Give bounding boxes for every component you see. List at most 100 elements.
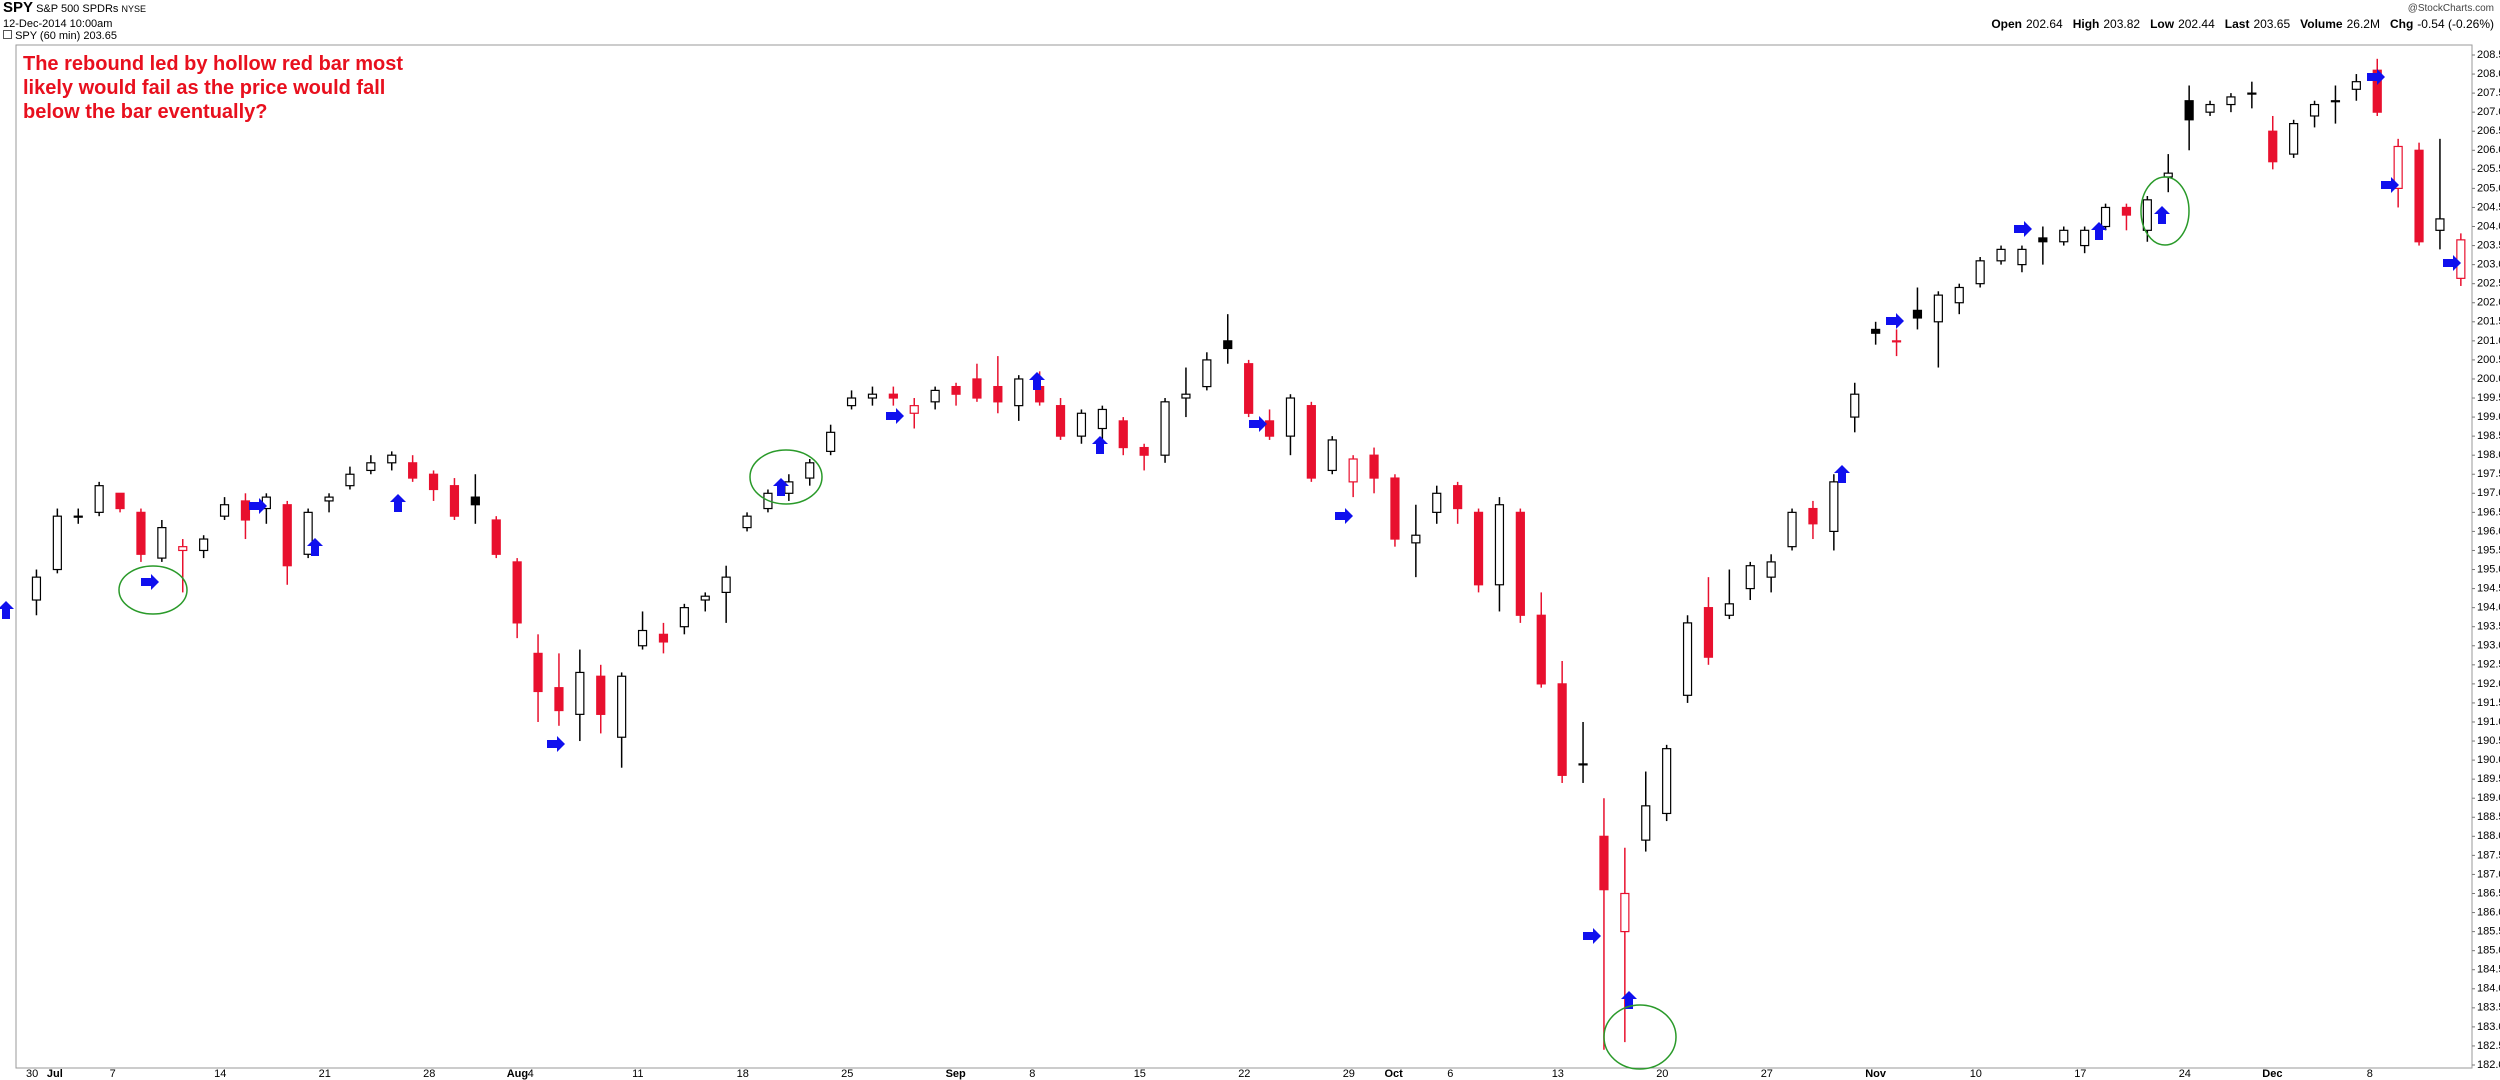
candle-body: [1745, 565, 1755, 590]
arrow: [1583, 928, 1601, 944]
candle-body: [1703, 607, 1714, 658]
candle-body: [1076, 412, 1087, 437]
candle-body: [575, 671, 585, 715]
candle-body: [1244, 363, 1254, 414]
x-tick-label: Dec: [2262, 1068, 2282, 1080]
arrow: [390, 494, 406, 512]
exchange: NYSE: [121, 4, 146, 14]
security-name: S&P 500 SPDRs: [36, 3, 119, 15]
y-tick-label: 183.0: [2477, 1021, 2500, 1033]
candle-body: [1829, 481, 1839, 533]
candle-body: [1285, 397, 1296, 437]
candle-body: [324, 496, 334, 502]
legend-swatch: [3, 30, 12, 39]
quote-value: 203.82: [2103, 17, 2141, 31]
candle-body: [1975, 260, 1985, 285]
candles: [31, 58, 2466, 1050]
candle-body: [596, 675, 606, 715]
candle-body: [1850, 393, 1860, 418]
y-tick-label: 196.5: [2477, 506, 2500, 518]
title-line: SPY S&P 500 SPDRs NYSE: [3, 0, 146, 16]
y-tick-label: 207.5: [2477, 87, 2500, 99]
candle-body: [31, 576, 42, 601]
y-tick-label: 199.0: [2477, 411, 2500, 423]
candle-body: [2184, 100, 2194, 121]
y-tick-label: 208.5: [2477, 49, 2500, 61]
arrow: [2014, 221, 2032, 237]
candle-body: [219, 504, 230, 517]
candle-body: [2456, 239, 2466, 279]
highlight-circle: [2140, 176, 2190, 246]
candle-body: [2268, 130, 2278, 163]
annotation: The rebound led by hollow red bar most li…: [23, 52, 403, 124]
candle-body: [742, 515, 752, 529]
candle-body: [1954, 286, 1964, 304]
candle-body: [533, 652, 543, 693]
x-tick-label: 28: [423, 1068, 435, 1080]
quote-value: -0.54 (-0.26%): [2417, 17, 2494, 31]
x-tick-label: 15: [1134, 1068, 1146, 1080]
candle-body: [1055, 405, 1066, 437]
y-tick-label: 185.0: [2477, 945, 2500, 957]
candle-body: [1264, 420, 1275, 437]
y-tick-label: 202.5: [2477, 278, 2500, 290]
candle-body: [1536, 614, 1546, 685]
y-tick-label: 198.0: [2477, 449, 2500, 461]
candle-body: [2226, 96, 2236, 106]
x-tick-label: 17: [2074, 1068, 2086, 1080]
candle-body: [303, 511, 313, 555]
x-tick-label: 20: [1656, 1068, 1668, 1080]
candle-body: [2309, 103, 2320, 117]
quote-value: 203.65: [2253, 17, 2291, 31]
candle-body: [345, 473, 355, 487]
x-tick-label: Sep: [946, 1068, 966, 1080]
candle-body: [1557, 683, 1567, 776]
y-tick-label: 193.5: [2477, 621, 2500, 633]
y-tick-label: 204.0: [2477, 220, 2500, 232]
candle-body: [2100, 206, 2111, 228]
candle-body: [1453, 485, 1463, 510]
highlight-circle: [749, 449, 823, 505]
candle-body: [1641, 805, 1651, 841]
candle-body: [1912, 309, 1923, 319]
y-tick-label: 189.0: [2477, 792, 2500, 804]
candle-body: [1390, 477, 1400, 540]
candle-body: [1097, 408, 1107, 430]
candle-body: [1411, 534, 1421, 544]
candle-body: [1891, 340, 1902, 343]
candle-body: [491, 519, 501, 555]
x-tick-label: Nov: [1865, 1068, 1887, 1080]
y-tick-label: 203.0: [2477, 259, 2500, 271]
candle-body: [2142, 199, 2152, 231]
candle-body: [1515, 511, 1525, 616]
candle-body: [888, 393, 898, 399]
candle-body: [805, 462, 815, 479]
candle-body: [1118, 420, 1128, 449]
candle-body: [1599, 835, 1609, 891]
arrow: [1092, 436, 1108, 454]
arrow: [886, 408, 904, 424]
candle-body: [2017, 248, 2027, 266]
y-tick-label: 198.5: [2477, 430, 2500, 442]
candle-body: [1223, 340, 1233, 350]
y-tick-label: 197.0: [2477, 487, 2500, 499]
quote-label: Open: [1991, 17, 2022, 31]
candle-body: [2435, 218, 2445, 231]
y-tick-label: 201.0: [2477, 335, 2500, 347]
candle-body: [178, 546, 188, 552]
candle-body: [721, 576, 731, 593]
candle-body: [2330, 100, 2341, 103]
y-tick-label: 206.5: [2477, 125, 2500, 137]
y-tick-label: 195.5: [2477, 544, 2500, 556]
candle-body: [1181, 393, 1191, 399]
candle-body: [1808, 507, 1818, 525]
annotation-line: likely would fail as the price would fal…: [23, 77, 386, 99]
candle-body: [1473, 511, 1484, 586]
candle-body: [1620, 892, 1630, 933]
quote-label: Volume: [2300, 17, 2343, 31]
y-tick-label: 205.5: [2477, 163, 2500, 175]
candle-body: [73, 515, 83, 518]
candle-body: [930, 389, 940, 403]
candle-body: [2289, 123, 2299, 155]
